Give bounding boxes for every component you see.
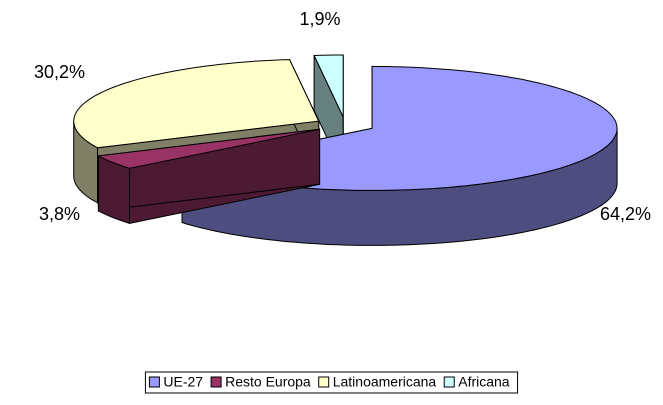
legend-swatch — [148, 376, 160, 388]
slice-top — [73, 59, 320, 149]
legend-label: Africana — [458, 374, 510, 390]
legend-swatch — [443, 376, 455, 388]
data-label: 64,2% — [600, 204, 651, 224]
slice-top — [96, 128, 320, 169]
slice-top — [313, 54, 344, 118]
legend-swatch — [318, 376, 330, 388]
legend-swatch — [210, 376, 222, 388]
data-label: 1,9% — [299, 9, 340, 29]
data-label: 3,8% — [39, 204, 80, 224]
legend-label: UE-27 — [163, 374, 203, 390]
data-labels: 64,2% 3,8% 30,2% 1,9% — [34, 9, 651, 224]
slice — [96, 128, 321, 225]
legend-box — [144, 371, 519, 394]
pie — [73, 54, 618, 246]
legend-label: Resto Europa — [225, 374, 311, 390]
data-label: 30,2% — [34, 62, 85, 82]
legend: UE-27 Resto Europa Latinoamericana Africana — [144, 371, 519, 394]
legend-label: Latinoamericana — [333, 374, 437, 390]
